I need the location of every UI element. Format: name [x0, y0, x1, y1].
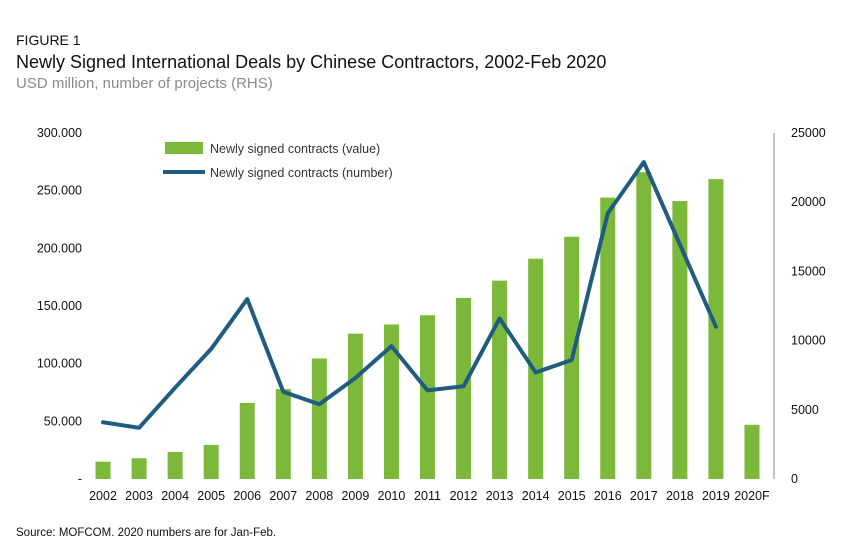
- line-point: [534, 370, 538, 374]
- line-point: [570, 358, 574, 362]
- line-point: [714, 325, 718, 329]
- bar-value: [203, 444, 219, 479]
- bar-value: [347, 333, 363, 479]
- category-label: 2018: [666, 489, 694, 503]
- category-label: 2013: [486, 489, 514, 503]
- bar-value: [131, 458, 147, 479]
- line-point: [462, 384, 466, 388]
- right-tick-label: 0: [791, 472, 798, 486]
- left-tick-label: -: [78, 472, 82, 486]
- category-label: 2015: [558, 489, 586, 503]
- category-label: 2014: [522, 489, 550, 503]
- figure-label: FIGURE 1: [16, 32, 81, 48]
- bar-value: [275, 389, 291, 479]
- bar-value: [383, 324, 399, 479]
- left-tick-label: 50.000: [44, 414, 82, 428]
- bar-value: [672, 201, 688, 479]
- category-label: 2003: [125, 489, 153, 503]
- line-point: [426, 388, 429, 392]
- legend-label-number: Newly signed contracts (number): [210, 166, 393, 180]
- chart-subtitle: USD million, number of projects (RHS): [16, 75, 273, 92]
- line-point: [245, 297, 249, 301]
- right-tick-label: 5000: [791, 403, 819, 417]
- axes-group: - 50.000 100.000 150.000 200.000 250.000 300.0…: [37, 126, 826, 503]
- chart-title: Newly Signed International Deals by Chin…: [16, 52, 607, 72]
- bar-value: [311, 358, 327, 479]
- legend-label-value: Newly signed contracts (value): [210, 142, 380, 156]
- left-tick-label: 250.000: [37, 184, 82, 198]
- bar-value: [492, 280, 508, 479]
- right-tick-label: 15000: [791, 264, 826, 278]
- category-label: 2012: [450, 489, 478, 503]
- bar-value: [636, 172, 652, 480]
- line-point: [353, 376, 357, 380]
- right-tick-label: 10000: [791, 334, 826, 348]
- line-point: [642, 160, 646, 164]
- bar-value: [420, 315, 435, 479]
- source-note: Source: MOFCOM. 2020 numbers are for Jan…: [16, 527, 277, 539]
- line-point: [498, 316, 502, 320]
- category-label: 2010: [378, 489, 406, 503]
- bar-value: [239, 402, 255, 479]
- category-label: 2011: [414, 489, 441, 503]
- category-label: 2002: [89, 489, 117, 503]
- category-label: 2004: [161, 489, 189, 503]
- bar-value: [95, 461, 111, 479]
- category-label: 2007: [269, 489, 297, 503]
- line-point: [389, 344, 393, 348]
- bar-value: [744, 424, 760, 479]
- category-label: 2009: [341, 489, 369, 503]
- bar-value: [600, 197, 616, 479]
- line-point: [281, 390, 285, 394]
- left-tick-label: 200.000: [37, 241, 82, 255]
- category-label: 2008: [305, 489, 333, 503]
- category-label: 2017: [630, 489, 658, 503]
- left-tick-label: 300.000: [37, 126, 82, 140]
- left-tick-label: 150.000: [37, 299, 82, 313]
- line-point: [173, 386, 177, 390]
- bars-group: [95, 172, 760, 480]
- line-point: [317, 402, 321, 406]
- left-tick-label: 100.000: [37, 357, 82, 371]
- category-label: 2016: [594, 489, 622, 503]
- line-point: [137, 426, 141, 430]
- category-label: 2006: [233, 489, 261, 503]
- category-label: 2005: [197, 489, 225, 503]
- line-point: [209, 347, 213, 351]
- bar-value: [456, 297, 472, 479]
- line-number: [101, 160, 718, 430]
- legend: Newly signed contracts (value) Newly sig…: [163, 142, 393, 180]
- bar-value: [167, 451, 183, 479]
- right-tick-label: 20000: [791, 195, 826, 209]
- right-tick-label: 25000: [791, 126, 826, 140]
- line-group: [101, 160, 718, 430]
- legend-swatch-value: [165, 142, 203, 154]
- line-point: [606, 211, 610, 215]
- line-point: [101, 420, 105, 424]
- category-label: 2020F: [734, 489, 770, 503]
- bar-value: [708, 179, 724, 479]
- category-label: 2019: [702, 489, 730, 503]
